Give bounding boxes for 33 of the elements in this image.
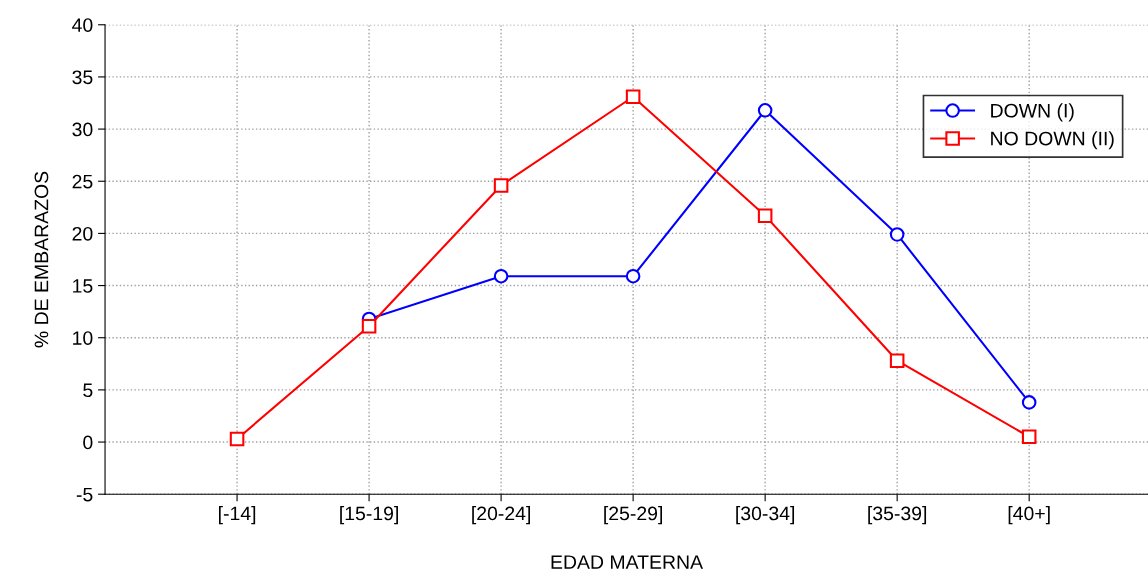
x-tick-label: [30-34] xyxy=(736,506,795,525)
point xyxy=(493,268,509,284)
point xyxy=(625,89,641,105)
legend-label: DOWN (I) xyxy=(991,103,1074,122)
x-axis-title: EDAD MATERNA xyxy=(551,555,704,569)
point xyxy=(493,178,509,193)
x-tick-label: [25-29] xyxy=(604,506,663,525)
y-tick-label: 25 xyxy=(72,174,93,189)
legend-label: NO DOWN (II) xyxy=(991,131,1114,150)
point xyxy=(625,268,641,284)
x-tick-label: [35-39] xyxy=(868,506,927,525)
y-tick-label: 0 xyxy=(83,435,93,450)
point xyxy=(757,103,773,118)
x-tick-label: [40+] xyxy=(1008,506,1050,525)
y-tick-label: 20 xyxy=(72,226,93,241)
x-tick-label: [15-19] xyxy=(340,506,398,525)
y-tick-label: 5 xyxy=(83,383,93,398)
point xyxy=(889,227,905,242)
point xyxy=(757,208,773,223)
y-tick-label: 35 xyxy=(72,70,93,85)
y-tick-label: 40 xyxy=(72,18,93,32)
point xyxy=(361,318,377,334)
y-tick-label: -5 xyxy=(76,487,93,502)
y-axis-title: % DE EMBARAZOS xyxy=(34,171,49,348)
point xyxy=(229,431,245,447)
y-tick-label: 15 xyxy=(73,279,93,293)
y-tick-label: 30 xyxy=(72,122,93,137)
point xyxy=(889,353,905,368)
x-tick-label: [20-24] xyxy=(472,506,530,525)
point xyxy=(1021,429,1037,445)
point xyxy=(1021,395,1037,410)
y-tick-label: 10 xyxy=(73,331,93,345)
x-tick-label: [-14] xyxy=(219,506,256,525)
